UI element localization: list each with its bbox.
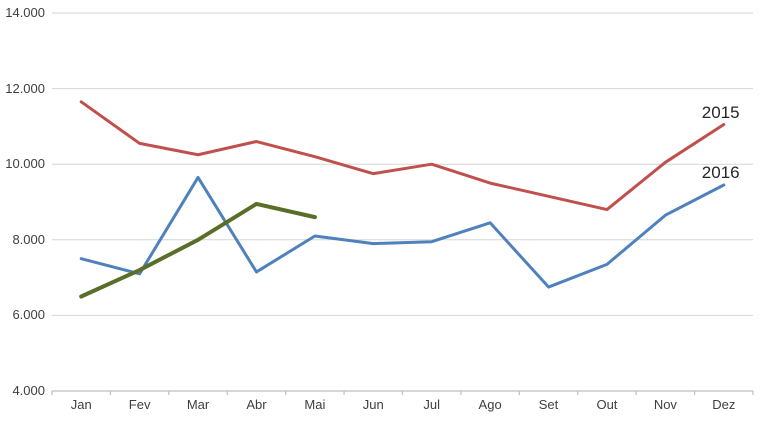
- x-tick-label-jun: Jun: [362, 397, 384, 412]
- y-tick-label: 12.000: [5, 80, 45, 96]
- x-tick-label-mar: Mar: [186, 397, 210, 412]
- y-tick-label: 10.000: [5, 156, 45, 172]
- series-line-2015: [79, 100, 726, 212]
- x-tick-label-fev: Fev: [128, 397, 151, 412]
- x-tick-label-abr: Abr: [246, 397, 267, 412]
- x-tick-label-jul: Jul: [423, 397, 441, 412]
- x-tick-label-jan: Jan: [70, 397, 92, 412]
- y-tick-label: 4.000: [12, 383, 45, 398]
- x-tick-label-out: Out: [596, 397, 618, 412]
- x-tick-label-set: Set: [538, 397, 559, 412]
- x-tick-label-ago: Ago: [478, 397, 502, 412]
- series-label-2016: 2016: [701, 162, 740, 182]
- x-tick-label-mai: Mai: [304, 397, 326, 412]
- series-line-2016: [79, 175, 726, 289]
- y-tick-label: 6.000: [12, 307, 45, 323]
- series-label-2015: 2015: [701, 102, 740, 122]
- y-tick-label: 14.000: [5, 5, 45, 20]
- x-tick-label-nov: Nov: [653, 397, 677, 412]
- series-line-unlabeled-partial-series: [79, 201, 317, 299]
- x-tick-label-dez: Dez: [712, 397, 736, 412]
- y-tick-label: 8.000: [12, 231, 45, 247]
